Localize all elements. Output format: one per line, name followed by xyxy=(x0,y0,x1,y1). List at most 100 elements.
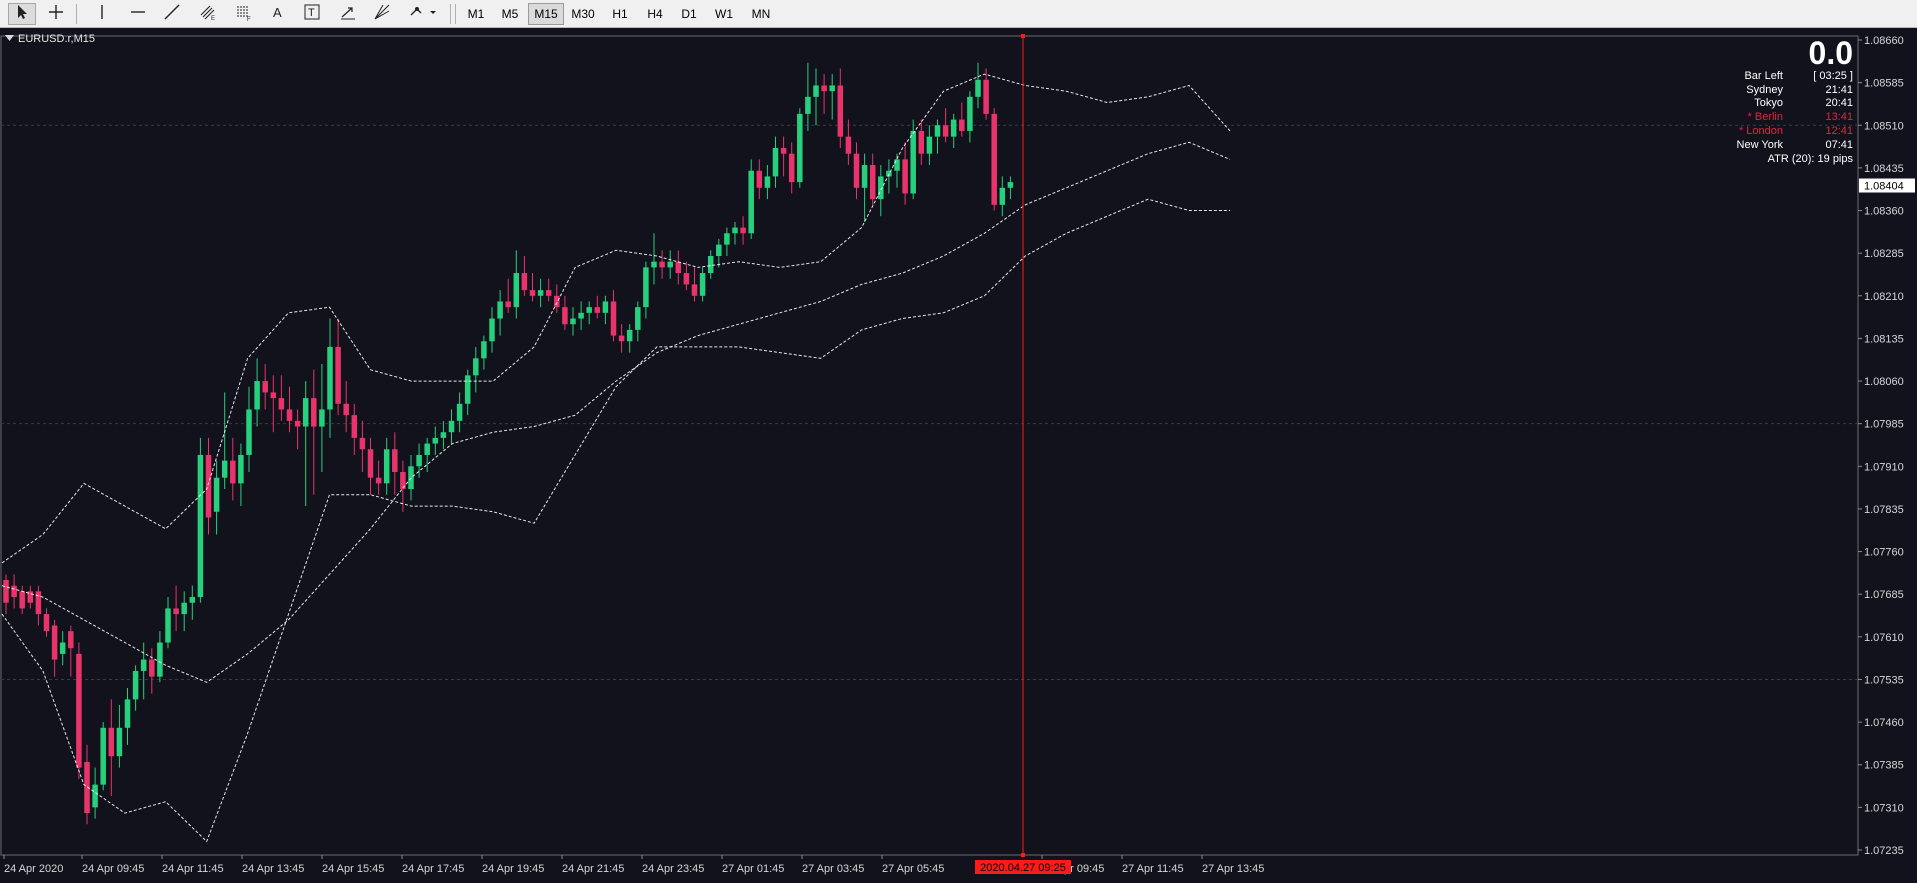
crosshair-tool-button[interactable] xyxy=(42,3,70,25)
candle-body xyxy=(918,130,925,154)
shapes-dropdown-icon xyxy=(408,3,438,25)
candle-body xyxy=(383,449,390,484)
svg-text:A: A xyxy=(273,5,282,20)
symbol-text: EURUSD.r,M15 xyxy=(18,33,96,45)
candle-body xyxy=(683,273,690,285)
trendline-tool-button[interactable] xyxy=(158,3,186,25)
candle-body xyxy=(813,85,819,97)
horizontal-line-tool-button[interactable] xyxy=(124,3,152,25)
candle-body xyxy=(197,454,204,598)
equidistant-channel-tool-button[interactable]: E xyxy=(194,3,222,25)
candle-body xyxy=(667,261,673,268)
price-chart[interactable]: 1.08660 1.08585 1.08510 1.08435 1.08404 1.083… xyxy=(0,28,1917,879)
vertical-line-tool-button[interactable] xyxy=(88,3,116,25)
timeframe-m5-button[interactable]: M5 xyxy=(501,7,519,21)
candle-body xyxy=(505,301,511,308)
candle-body xyxy=(489,318,495,342)
time-label: 24 Apr 09:45 xyxy=(82,863,144,875)
candle-body xyxy=(570,318,576,325)
time-label: 27 Apr 01:45 xyxy=(722,863,784,875)
candle-body xyxy=(740,227,746,234)
candle-body xyxy=(926,136,933,154)
candle-body xyxy=(837,85,844,137)
candle-body xyxy=(11,585,17,598)
timeframe-h1-button[interactable]: H1 xyxy=(612,7,628,21)
session-row: * London 12:41 xyxy=(1653,125,1853,139)
gann-tool-button[interactable] xyxy=(368,3,396,25)
candle-body xyxy=(246,409,252,455)
time-label: 24 Apr 2020 xyxy=(4,863,63,875)
candle-body xyxy=(554,295,560,308)
candle-body xyxy=(100,727,106,785)
cursor-tool-button[interactable] xyxy=(8,3,36,25)
candle-body xyxy=(699,273,706,296)
shapes-dropdown-button[interactable] xyxy=(404,3,442,25)
time-label: 27 Apr 03:45 xyxy=(802,863,864,875)
candle-body xyxy=(643,267,649,308)
time-label: 27 Apr 05:45 xyxy=(882,863,944,875)
candle-body xyxy=(756,170,763,188)
candle-body xyxy=(521,273,528,291)
svg-text:T: T xyxy=(308,7,315,19)
price-label: 1.07235 xyxy=(1864,845,1904,857)
candle-body xyxy=(772,148,779,177)
candle-body xyxy=(3,580,9,603)
candle-body xyxy=(991,113,997,205)
fibonacci-icon: F xyxy=(235,3,253,25)
candle-body xyxy=(797,113,803,183)
time-label: 24 Apr 11:45 xyxy=(162,863,224,875)
candle-body xyxy=(764,176,771,188)
session-label: Tokyo xyxy=(1754,97,1783,110)
candle-body xyxy=(594,307,601,313)
timeframe-m15-button[interactable]: M15 xyxy=(528,3,564,25)
timeframe-mn-button[interactable]: MN xyxy=(751,7,771,21)
candle-body xyxy=(788,153,795,183)
text-label-tool-button[interactable]: T xyxy=(298,3,326,25)
timeframe-d1-button[interactable]: D1 xyxy=(681,7,697,21)
text-tool-button[interactable]: A xyxy=(264,3,292,25)
big-value: 0.0 xyxy=(1808,35,1853,71)
candle-body xyxy=(311,398,317,427)
candle-body xyxy=(416,454,422,467)
price-label: 1.07685 xyxy=(1864,589,1904,601)
info-panel: 0.0 Bar Left [ 03:25 ] Sydney 21:41 Tokyo 20:… xyxy=(1653,36,1853,166)
arrow-tool-button[interactable] xyxy=(334,3,362,25)
timeframe-h4-button[interactable]: H4 xyxy=(647,7,663,21)
candle-body xyxy=(942,125,949,137)
price-label: 1.08210 xyxy=(1864,291,1904,303)
candle-body xyxy=(448,420,455,433)
session-row: Sydney 21:41 xyxy=(1653,84,1853,98)
candle-body xyxy=(805,96,811,114)
candle-body xyxy=(959,119,965,131)
candle-body xyxy=(610,301,617,336)
timeframe-m1-button[interactable]: M1 xyxy=(467,7,485,21)
session-value: 13:41 xyxy=(1825,111,1853,124)
candle-body xyxy=(724,233,730,245)
candle-body xyxy=(707,256,714,274)
candle-body xyxy=(464,375,471,404)
candle-body xyxy=(108,727,115,757)
candle-body xyxy=(878,176,884,200)
crosshair-marker xyxy=(1021,34,1025,38)
candle-body xyxy=(545,290,552,296)
candle-body xyxy=(894,159,900,171)
session-row: * Berlin 13:41 xyxy=(1653,111,1853,125)
fibonacci-tool-button[interactable]: F xyxy=(230,3,258,25)
candle-body xyxy=(675,261,682,274)
timeframe-w1-button[interactable]: W1 xyxy=(715,7,733,21)
candle-body xyxy=(408,466,414,490)
time-label: 24 Apr 21:45 xyxy=(562,863,624,875)
time-label: 27 Apr 11:45 xyxy=(1122,863,1184,875)
timeframe-m30-button[interactable]: M30 xyxy=(571,7,595,21)
candle-body xyxy=(586,307,592,313)
candle-body xyxy=(513,273,520,308)
text-label-icon: T xyxy=(303,3,321,25)
candle-body xyxy=(400,472,406,490)
candle-body xyxy=(659,261,665,268)
channel-icon: E xyxy=(199,3,217,25)
chart-area[interactable]: 1.08660 1.08585 1.08510 1.08435 1.08404 1.083… xyxy=(0,28,1917,879)
candle-body xyxy=(473,358,479,376)
candle-body xyxy=(84,761,90,814)
candle-body xyxy=(19,591,25,609)
candle-body xyxy=(221,460,228,478)
